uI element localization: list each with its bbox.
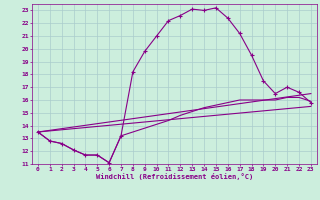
X-axis label: Windchill (Refroidissement éolien,°C): Windchill (Refroidissement éolien,°C) — [96, 173, 253, 180]
